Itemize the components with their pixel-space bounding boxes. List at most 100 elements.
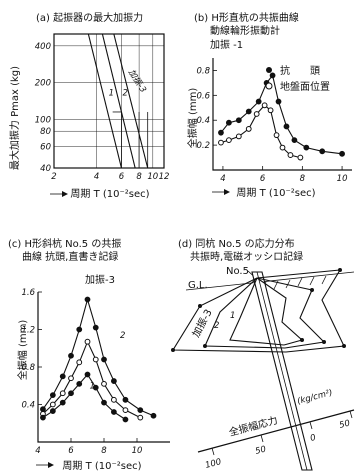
panel-c-ytick-2: 1.2 (21, 326, 35, 336)
profile-label-3: 加振-3 (189, 307, 215, 340)
stress-axis (197, 409, 355, 453)
panel-b-point-1-10 (297, 154, 304, 161)
panel-c: (c) H形斜杭 No.5 の共振 曲線 抗頭,直書き記録 加振-3 全振幅 (… (8, 237, 170, 472)
panel-c-point-2-3 (68, 390, 74, 397)
panel-b-point-0-7 (275, 98, 282, 105)
panel-b: (b) H形直杭の共振曲線 動線輪形振動計 加振 -1 全振幅 (mm) 4 6 8… (186, 11, 352, 199)
stress-profile-2-left (204, 277, 286, 349)
panel-b-ytick-0: 0.2 (196, 141, 210, 151)
panel-c-point-2-6 (92, 384, 99, 391)
stress-profile-3-left (172, 277, 287, 353)
panel-a-series-label-2: 2 (122, 89, 127, 99)
panel-b-series (218, 72, 345, 161)
stress-tick-50-right: 50 (338, 418, 351, 430)
panel-a-ytick-0: 40 (40, 164, 51, 174)
profile-label-2: 2 (214, 321, 219, 331)
panel-a-series-label-3: 加振-3 (126, 67, 149, 94)
panel-a-xtick-0: 2 (51, 172, 56, 182)
legend-label-pile-head: 抗 頭 (280, 64, 320, 77)
panel-a-title: (a) 起振器の最大加振力 (36, 11, 143, 24)
panel-b-point-1-2 (235, 133, 242, 140)
stress-tick-0: 0 (309, 433, 317, 444)
panel-b-xtick-3: 10 (337, 174, 348, 184)
panel-b-point-0-8 (283, 123, 290, 130)
panel-c-curve-1 (42, 340, 141, 419)
panel-c-point-2-8 (111, 409, 117, 415)
panel-d: (d) 同杭 No.5 の応力分布 共振時,電磁オッシロ記録 G.L. No.5 (171, 237, 355, 471)
panel-c-ytick-0: 0.4 (21, 401, 35, 411)
panel-a-xtick-5: 12 (159, 172, 170, 182)
panel-a-xtick-3: 8 (136, 172, 142, 182)
panel-c-point-0-7 (101, 356, 107, 363)
panel-b-point-1-4 (253, 111, 260, 117)
panel-b-point-0-11 (319, 148, 326, 155)
panel-c-point-1-5 (84, 338, 91, 345)
stress-profile-dots (171, 268, 346, 352)
panel-a-guides (112, 111, 149, 168)
stress-profile-1-left (229, 277, 285, 346)
panel-c-point-2-7 (101, 399, 107, 406)
panel-b-xlabel: 周期 T (10⁻²sec) (236, 187, 315, 199)
panel-a-xlabel-arrowhead (62, 191, 68, 197)
panel-c-point-0-6 (92, 324, 99, 331)
panel-a-series-label-1: 1 (109, 89, 114, 99)
panel-b-point-0-1 (225, 119, 232, 126)
legend-open-marker (265, 82, 273, 90)
panel-c-point-1-10 (137, 414, 144, 421)
panel-c-ylabel: 全振幅 (mm) (16, 320, 29, 381)
legend-filled-marker (266, 67, 272, 73)
panel-c-point-0-1 (49, 392, 56, 399)
panel-c-series-label-1: 1 (90, 382, 95, 392)
panel-b-legend: 抗 頭 地盤面位置 (265, 64, 330, 93)
panel-c-xlabel: 周期 T (10⁻²sec) (62, 460, 141, 472)
panel-b-title-2: 動線輪形振動計 (210, 24, 280, 37)
panel-b-ytick-3: 0.8 (196, 66, 210, 76)
stress-profile-1-right (256, 277, 304, 346)
panel-c-ytick-3: 1.6 (21, 288, 35, 298)
panel-a-xlabel: 周期 T (10⁻²sec) (70, 188, 149, 200)
stress-axis-label: 全振幅応力 (227, 413, 279, 438)
panel-b-point-0-9 (291, 137, 298, 144)
panel-b-point-1-0 (218, 139, 224, 146)
panel-c-point-1-9 (122, 407, 129, 414)
panel-b-ylabel: 全振幅 (mm) (186, 88, 199, 149)
panel-b-point-1-9 (287, 152, 294, 158)
panel-c-axes (37, 292, 170, 443)
panel-b-xtick-1: 6 (260, 174, 266, 184)
panel-c-point-0-3 (68, 352, 74, 359)
panel-c-x-ticks: 4 6 8 10 (35, 438, 142, 456)
legend-label-ground: 地盤面位置 (280, 80, 330, 93)
panel-c-point-0-8 (111, 378, 117, 384)
panel-b-point-1-1 (225, 137, 232, 144)
panel-c-series-label-3: 加振-3 (85, 273, 115, 286)
panel-a-xtick-1: 4 (94, 172, 99, 182)
panel-c-point-0-5 (84, 296, 91, 303)
panel-b-point-1-7 (273, 132, 280, 139)
panel-b-point-1-3 (245, 126, 252, 132)
panel-b-point-1-8 (279, 144, 286, 151)
panel-c-point-0-2 (59, 373, 66, 380)
panel-b-y-ticks: 0.2 0.4 0.6 0.8 (196, 66, 217, 151)
panel-b-point-0-3 (245, 108, 252, 115)
panel-a-ytick-2: 80 (40, 127, 51, 137)
panel-a-y-ticks: 40 60 80 100 200 400 (35, 42, 51, 174)
panel-b-point-0-6 (269, 72, 276, 79)
pile-label: No.5 (226, 266, 249, 277)
panel-b-x-ticks: 4 6 8 10 (220, 166, 347, 184)
panel-b-xlabel-arrowhead (224, 189, 230, 195)
panel-d-title-1: (d) 同杭 No.5 の応力分布 (178, 237, 295, 250)
ground-level-label: G.L. (188, 280, 208, 291)
panel-a-ytick-4: 200 (35, 79, 51, 89)
panel-b-ytick-2: 0.6 (196, 91, 210, 101)
panel-c-xtick-2: 8 (101, 446, 107, 456)
panel-a-line-3 (113, 33, 149, 169)
panel-c-series-label-2: 2 (120, 331, 125, 341)
stress-tick-50-left: 50 (254, 444, 267, 456)
panel-c-point-1-1 (49, 401, 56, 408)
panel-b-xtick-2: 8 (300, 174, 306, 184)
stress-profile-3-right (256, 269, 345, 353)
panel-a-ylabel: 最大加振力 Pmax (kg) (8, 66, 21, 170)
panel-c-title-2: 曲線 抗頭,直書き記録 (22, 250, 118, 263)
